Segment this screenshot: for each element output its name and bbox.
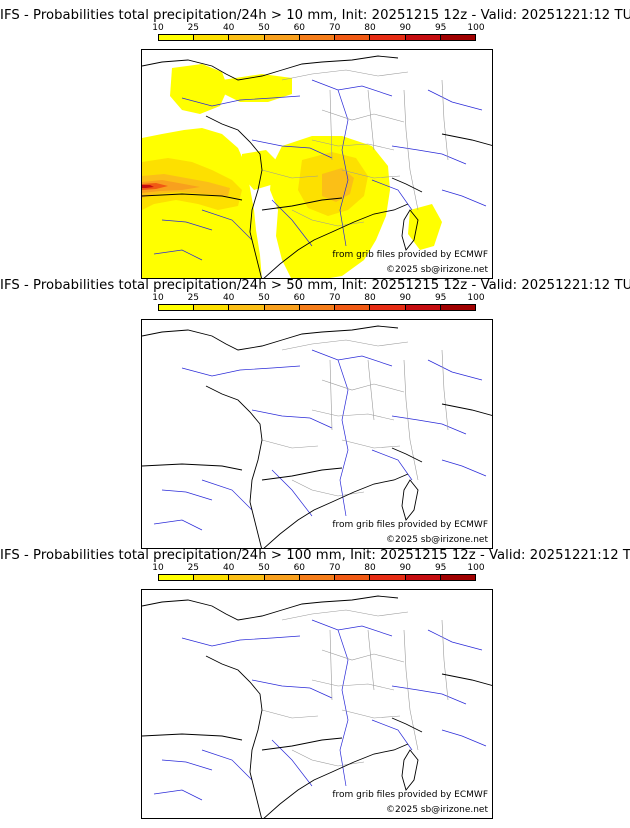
colorbar-tick: 25 bbox=[187, 293, 200, 303]
colorbar-tick: 95 bbox=[434, 293, 447, 303]
colorbar bbox=[158, 34, 476, 41]
colorbar-segment bbox=[299, 35, 336, 40]
colorbar-tick: 50 bbox=[258, 23, 270, 33]
colorbar-segment bbox=[194, 305, 230, 310]
colorbar bbox=[158, 574, 476, 581]
borders bbox=[261, 339, 449, 497]
colorbar-segment bbox=[159, 575, 195, 580]
coastline bbox=[142, 325, 492, 548]
colorbar-tick: 70 bbox=[328, 23, 341, 33]
colorbar-tick: 10 bbox=[152, 293, 164, 303]
colorbar-tick: 10 bbox=[152, 563, 164, 573]
colorbar-segment bbox=[264, 35, 300, 40]
colorbar-segment bbox=[194, 35, 230, 40]
colorbar-segment bbox=[335, 305, 371, 310]
rivers bbox=[153, 349, 487, 531]
source-credit: from grib files provided by ECMWF bbox=[332, 520, 488, 530]
colorbar-segment bbox=[159, 305, 195, 310]
colorbar bbox=[158, 304, 476, 311]
colorbar-tick: 80 bbox=[364, 563, 376, 573]
precip-area bbox=[322, 168, 354, 202]
map-lines bbox=[142, 325, 492, 548]
precip-area bbox=[142, 185, 154, 188]
colorbar-segment bbox=[299, 305, 336, 310]
map-lines bbox=[142, 55, 492, 278]
colorbar-tick: 40 bbox=[222, 293, 235, 303]
copyright-credit: ©2025 sb@irizone.net bbox=[386, 805, 488, 815]
colorbar-tick: 100 bbox=[467, 563, 485, 573]
map-area: from grib files provided by ECMWF ©2025 … bbox=[141, 49, 493, 279]
colorbar-tick: 50 bbox=[258, 563, 270, 573]
copyright-credit: ©2025 sb@irizone.net bbox=[386, 265, 488, 275]
colorbar-tick: 90 bbox=[399, 563, 412, 573]
precip-area bbox=[222, 74, 292, 102]
colorbar-segment bbox=[440, 35, 475, 40]
colorbar-tick: 95 bbox=[434, 23, 447, 33]
colorbar-tick: 70 bbox=[328, 293, 341, 303]
panel-title: IFS - Probabilities total precipitation/… bbox=[0, 548, 630, 563]
colorbar-tick: 25 bbox=[187, 23, 200, 33]
colorbar-segment bbox=[440, 575, 475, 580]
colorbar-segment bbox=[370, 575, 406, 580]
colorbar-segment bbox=[159, 35, 195, 40]
colorbar-tick: 100 bbox=[467, 23, 485, 33]
colorbar-segment bbox=[229, 305, 265, 310]
colorbar-tick: 60 bbox=[293, 563, 306, 573]
precip-area bbox=[408, 204, 442, 250]
colorbar-segment bbox=[405, 305, 441, 310]
colorbar-ticks: 10 25 40 50 60 70 80 90 95 100 bbox=[152, 23, 484, 33]
colorbar-tick: 25 bbox=[187, 563, 200, 573]
colorbar-segment bbox=[370, 35, 406, 40]
colorbar-segment bbox=[264, 305, 300, 310]
precip-field bbox=[142, 64, 442, 278]
colorbar-tick: 80 bbox=[364, 23, 376, 33]
precip-area bbox=[142, 183, 168, 190]
colorbar-segment bbox=[264, 575, 300, 580]
colorbar-segment bbox=[405, 35, 441, 40]
colorbar-segment bbox=[370, 305, 406, 310]
rivers bbox=[153, 79, 487, 261]
colorbar-tick: 60 bbox=[293, 23, 306, 33]
colorbar-ticks: 10 25 40 50 60 70 80 90 95 100 bbox=[152, 563, 484, 573]
colorbar-tick: 40 bbox=[222, 23, 235, 33]
map-area: from grib files provided by ECMWF ©2025 … bbox=[141, 589, 493, 819]
map-canvas bbox=[142, 55, 492, 278]
colorbar-tick: 10 bbox=[152, 23, 164, 33]
colorbar-tick: 80 bbox=[364, 293, 376, 303]
map-canvas bbox=[142, 325, 492, 548]
source-credit: from grib files provided by ECMWF bbox=[332, 250, 488, 260]
copyright-credit: ©2025 sb@irizone.net bbox=[386, 535, 488, 545]
map-area: from grib files provided by ECMWF ©2025 … bbox=[141, 319, 493, 549]
precip-area bbox=[170, 64, 228, 114]
map-canvas bbox=[142, 595, 492, 818]
colorbar-tick: 60 bbox=[293, 293, 306, 303]
colorbar-tick: 90 bbox=[399, 293, 412, 303]
borders bbox=[261, 609, 449, 767]
colorbar-segment bbox=[405, 575, 441, 580]
colorbar-tick: 70 bbox=[328, 563, 341, 573]
colorbar-segment bbox=[335, 575, 371, 580]
colorbar-segment bbox=[229, 35, 265, 40]
colorbar-tick: 50 bbox=[258, 293, 270, 303]
map-lines bbox=[142, 595, 492, 818]
panel-title: IFS - Probabilities total precipitation/… bbox=[0, 278, 630, 293]
colorbar-segment bbox=[229, 575, 265, 580]
colorbar-segment bbox=[335, 35, 371, 40]
coastline bbox=[142, 595, 492, 818]
borders bbox=[261, 69, 449, 227]
coastline bbox=[142, 55, 492, 278]
colorbar-segment bbox=[299, 575, 336, 580]
source-credit: from grib files provided by ECMWF bbox=[332, 790, 488, 800]
rivers bbox=[153, 619, 487, 801]
colorbar-ticks: 10 25 40 50 60 70 80 90 95 100 bbox=[152, 293, 484, 303]
colorbar-tick: 40 bbox=[222, 563, 235, 573]
colorbar-tick: 95 bbox=[434, 563, 447, 573]
precip-area bbox=[242, 150, 280, 190]
panel-title: IFS - Probabilities total precipitation/… bbox=[0, 8, 630, 23]
colorbar-tick: 100 bbox=[467, 293, 485, 303]
colorbar-tick: 90 bbox=[399, 23, 412, 33]
colorbar-segment bbox=[194, 575, 230, 580]
colorbar-segment bbox=[440, 305, 475, 310]
